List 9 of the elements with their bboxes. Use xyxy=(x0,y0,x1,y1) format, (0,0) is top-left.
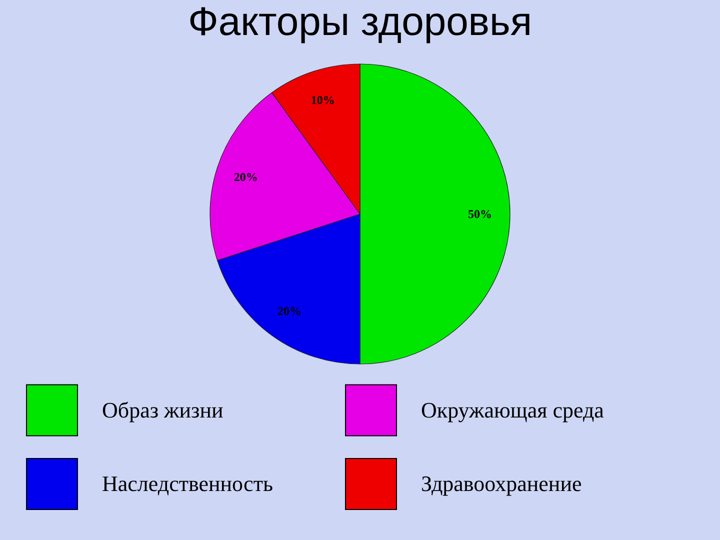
data-label: 20% xyxy=(234,170,258,184)
data-label: 20% xyxy=(277,304,302,318)
data-label: 10% xyxy=(310,92,335,107)
legend-label: Образ жизни xyxy=(102,397,224,422)
legend-label: Окружающая среда xyxy=(421,397,604,422)
legend-label: Здравоохранение xyxy=(421,471,582,496)
chart-title: Факторы здоровья xyxy=(188,0,532,44)
legend-label: Наследственность xyxy=(102,471,273,496)
data-label: 50% xyxy=(468,207,492,221)
